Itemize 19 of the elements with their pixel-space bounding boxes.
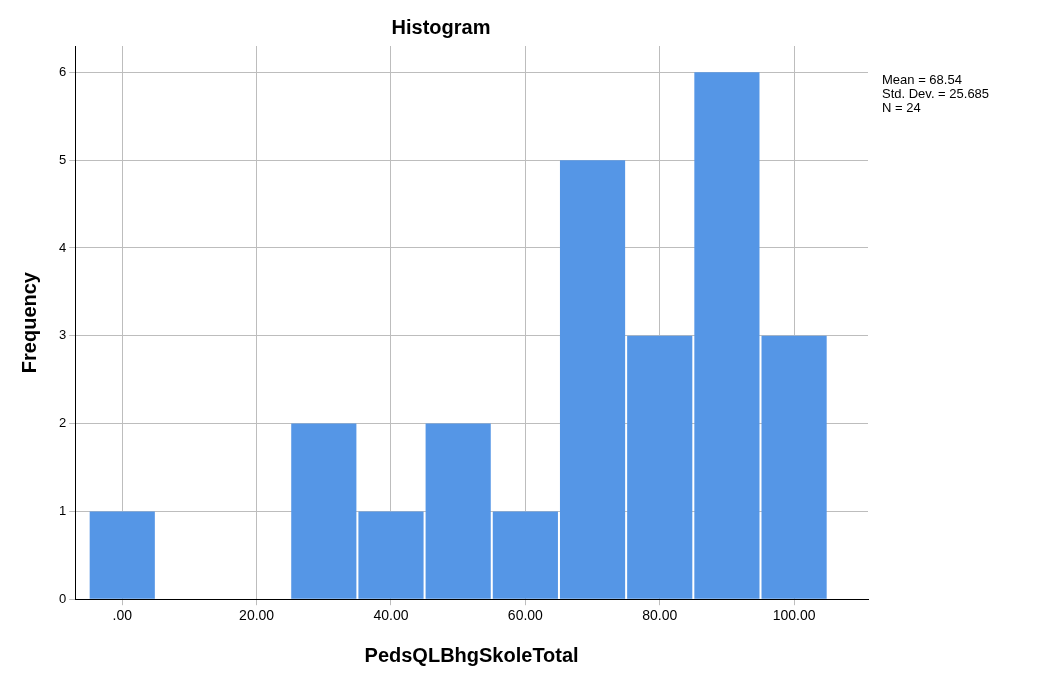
x-tick-label: 40.00: [373, 607, 409, 624]
x-tick-label: .00: [112, 607, 133, 624]
x-tick-label: 100.00: [772, 607, 816, 624]
y-tick-label: 2: [59, 415, 67, 431]
x-tick-label: 80.00: [642, 607, 678, 624]
y-tick-label: 3: [59, 327, 67, 343]
chart-title: Histogram: [391, 15, 491, 38]
text: N = 24: [882, 100, 921, 116]
y-tick-label: 6: [59, 63, 67, 79]
y-tick-label: 1: [59, 502, 67, 518]
x-tick-label: 60.00: [507, 607, 544, 624]
y-tick-label: 0: [59, 590, 67, 606]
x-axis-title: PedsQLBhgSkoleTotal: [364, 643, 579, 666]
y-axis-title: Frequency: [17, 271, 40, 374]
y-tick-label: 4: [59, 239, 67, 255]
y-tick-label: 5: [59, 151, 67, 167]
text: Std. Dev. = 25.685: [882, 86, 990, 102]
x-tick-label: 20.00: [239, 607, 275, 624]
text: Mean = 68.54: [882, 72, 962, 88]
